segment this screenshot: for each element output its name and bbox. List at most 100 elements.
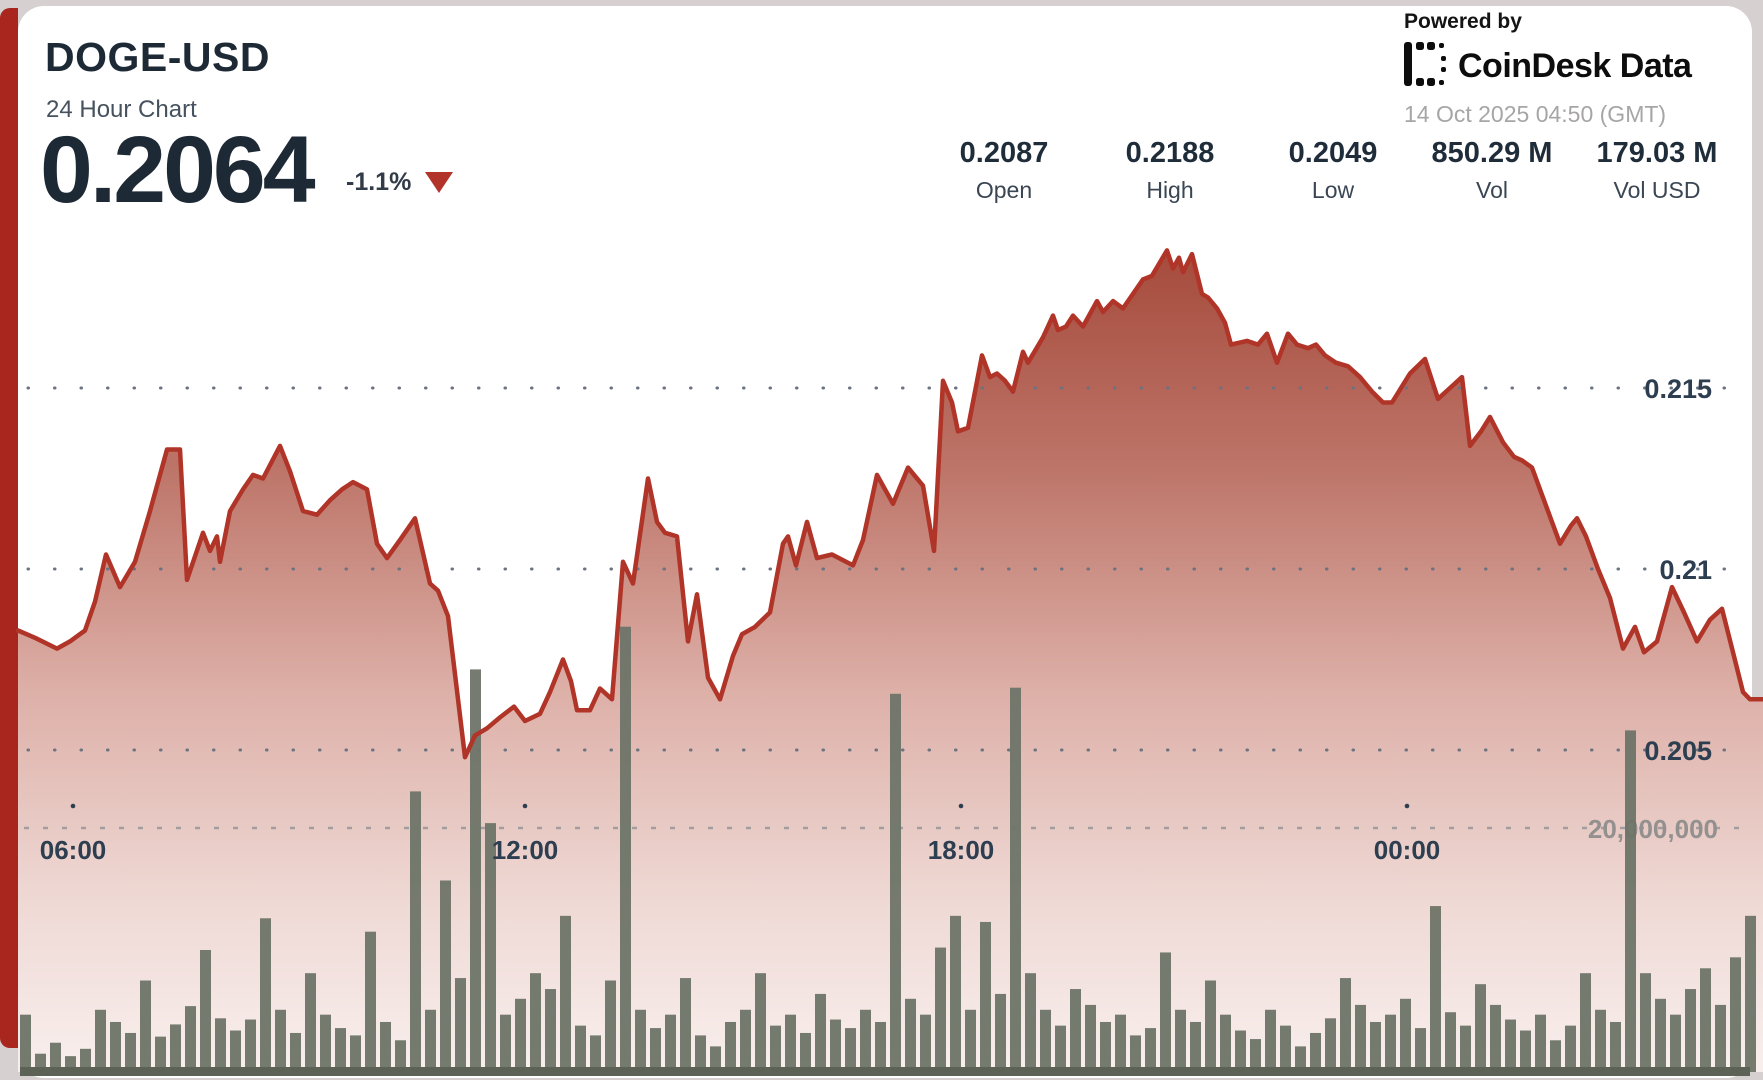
volume-bar bbox=[1520, 1030, 1531, 1072]
stat-vol-usd-label: Vol USD bbox=[1613, 177, 1701, 203]
price-change-percent: -1.1% bbox=[346, 168, 412, 196]
volume-bar bbox=[785, 1014, 796, 1072]
volume-bar bbox=[1700, 968, 1711, 1072]
time-tick-label: 00:00 bbox=[1374, 835, 1441, 865]
volume-bar bbox=[125, 1032, 136, 1072]
volume-bar bbox=[1445, 1012, 1456, 1072]
price-change-row: -1.1% bbox=[346, 168, 454, 197]
volume-bar bbox=[1100, 1021, 1111, 1072]
volume-bar bbox=[1385, 1014, 1396, 1072]
volume-bar bbox=[890, 693, 901, 1072]
price-tick-label: 0.215 bbox=[1644, 374, 1712, 404]
volume-bar bbox=[590, 1035, 601, 1072]
volume-bar bbox=[1055, 1025, 1066, 1072]
price-area-fill bbox=[18, 250, 1763, 1072]
volume-bar bbox=[1370, 1021, 1381, 1072]
chart-timestamp: 14 Oct 2025 04:50 (GMT) bbox=[1404, 101, 1667, 127]
volume-bar bbox=[335, 1028, 346, 1072]
volume-bar bbox=[1505, 1019, 1516, 1072]
volume-bar bbox=[1745, 915, 1756, 1072]
volume-bar bbox=[200, 950, 211, 1072]
volume-bar bbox=[170, 1024, 181, 1072]
time-tick-label: 12:00 bbox=[492, 835, 559, 865]
left-accent-bar bbox=[0, 8, 18, 1048]
volume-bar bbox=[740, 1009, 751, 1072]
volume-tick-label: 20,000,000 bbox=[1588, 814, 1718, 844]
volume-bar bbox=[1115, 1014, 1126, 1072]
stat-vol-usd-value: 179.03 M bbox=[1596, 137, 1718, 169]
volume-bar bbox=[20, 1014, 31, 1072]
price-down-triangle-icon bbox=[425, 172, 454, 193]
volume-bar bbox=[440, 880, 451, 1072]
volume-bar bbox=[1490, 1004, 1501, 1072]
volume-bar bbox=[1610, 1021, 1621, 1072]
stat-vol-value: 850.29 M bbox=[1431, 137, 1553, 169]
page-title: DOGE-USD bbox=[45, 34, 270, 80]
volume-bar bbox=[35, 1053, 46, 1072]
volume-bar bbox=[650, 1028, 661, 1072]
volume-bar bbox=[1595, 1009, 1606, 1072]
volume-bar bbox=[1235, 1030, 1246, 1072]
stat-high-label: High bbox=[1146, 177, 1194, 203]
stat-open-label: Open bbox=[975, 177, 1033, 203]
stat-vol-usd: 179.03 M Vol USD bbox=[1597, 137, 1718, 204]
stat-high-value: 0.2188 bbox=[1125, 137, 1215, 169]
volume-bar bbox=[1580, 973, 1591, 1072]
volume-bar bbox=[455, 978, 466, 1072]
volume-bar bbox=[1190, 1021, 1201, 1072]
volume-bar bbox=[680, 978, 691, 1072]
time-tick-label: 06:00 bbox=[40, 835, 107, 865]
stat-low: 0.2049 Low bbox=[1289, 137, 1378, 204]
volume-bar bbox=[350, 1035, 361, 1072]
stat-vol-label: Vol bbox=[1476, 177, 1508, 203]
volume-bar bbox=[1460, 1025, 1471, 1072]
coindesk-logo-icon bbox=[1404, 42, 1448, 91]
volume-bar bbox=[755, 973, 766, 1072]
time-tick-dot bbox=[1404, 803, 1410, 809]
stat-open-value: 0.2087 bbox=[959, 137, 1049, 169]
volume-bar bbox=[1205, 980, 1216, 1072]
volume-bar bbox=[395, 1040, 406, 1072]
volume-bar bbox=[1670, 1014, 1681, 1072]
volume-bar bbox=[1310, 1032, 1321, 1072]
volume-bar bbox=[1250, 1039, 1261, 1072]
volume-bar bbox=[65, 1056, 76, 1072]
volume-bar bbox=[320, 1014, 331, 1072]
volume-bar bbox=[95, 1009, 106, 1072]
volume-bar bbox=[1175, 1009, 1186, 1072]
volume-bar bbox=[860, 1009, 871, 1072]
volume-bar bbox=[1625, 730, 1636, 1072]
volume-bar bbox=[1070, 989, 1081, 1072]
volume-bar bbox=[185, 1006, 196, 1072]
volume-bar bbox=[1400, 998, 1411, 1072]
volume-bar bbox=[665, 1014, 676, 1072]
volume-bar bbox=[620, 626, 631, 1072]
volume-bar bbox=[365, 931, 376, 1072]
volume-bar bbox=[1640, 973, 1651, 1072]
volume-bar bbox=[470, 669, 481, 1072]
chart-subtitle: 24 Hour Chart bbox=[46, 96, 197, 123]
time-tick-dot bbox=[70, 803, 76, 809]
volume-bar bbox=[1430, 906, 1441, 1072]
volume-bar bbox=[800, 1032, 811, 1072]
volume-bar bbox=[995, 993, 1006, 1072]
volume-bar bbox=[635, 1009, 646, 1072]
volume-bar bbox=[245, 1019, 256, 1072]
time-tick-label: 18:00 bbox=[928, 835, 995, 865]
price-tick-label: 0.205 bbox=[1644, 736, 1712, 766]
current-price: 0.2064 bbox=[40, 117, 316, 223]
volume-bar bbox=[1280, 1025, 1291, 1072]
volume-bar bbox=[830, 1019, 841, 1072]
volume-bar bbox=[260, 918, 271, 1072]
volume-bar bbox=[905, 998, 916, 1072]
volume-baseline bbox=[20, 1067, 1750, 1076]
volume-bar bbox=[1040, 1009, 1051, 1072]
volume-bar bbox=[515, 998, 526, 1072]
stat-vol: 850.29 M Vol bbox=[1432, 137, 1553, 204]
volume-bar bbox=[1535, 1014, 1546, 1072]
brand-name: CoinDesk Data bbox=[1458, 47, 1692, 85]
volume-bar bbox=[380, 1021, 391, 1072]
volume-bar bbox=[1340, 978, 1351, 1072]
